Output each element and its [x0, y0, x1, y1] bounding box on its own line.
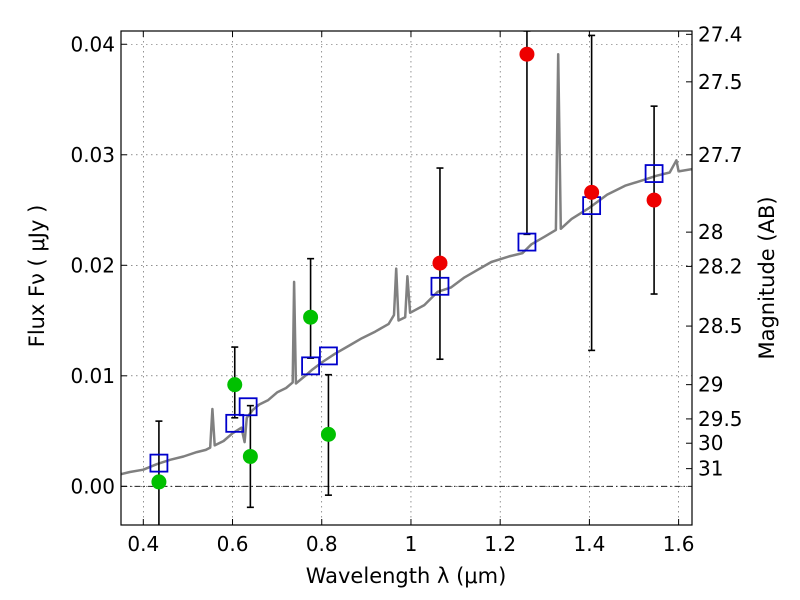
ticks: 0.4 0.6 0.8 1 1.2 1.4 1.6 0.00 0.01 0.02 0.03 0.04 2…	[70, 22, 742, 556]
right-tick-label-0: 27.4	[698, 22, 743, 46]
grid	[121, 31, 692, 525]
right-tick-label-9: 31	[698, 457, 723, 481]
y-tick-label-3: 0.03	[70, 143, 115, 167]
right-tick-label-7: 29.5	[698, 407, 743, 431]
right-tick-label-5: 28.5	[698, 314, 743, 338]
y-tick-label-1: 0.01	[70, 364, 115, 388]
right-tick-label-1: 27.5	[698, 70, 743, 94]
y-tick-label-4: 0.04	[70, 32, 115, 56]
square-marker-0	[149, 453, 169, 473]
circle-marker-0	[151, 474, 167, 490]
x-tick-label-2: 0.8	[306, 532, 338, 556]
circle-marker-1	[227, 377, 243, 393]
circle-marker-8	[646, 192, 662, 208]
square-marker-5	[430, 276, 450, 296]
right-tick-label-2: 27.7	[698, 143, 743, 167]
right-tick-label-3: 28	[698, 220, 723, 244]
y-tick-label-0: 0.00	[70, 474, 115, 498]
plot-frame	[120, 30, 693, 526]
circle-marker-5	[432, 255, 448, 271]
data-layer	[121, 31, 692, 525]
x-tick-label-0: 0.4	[127, 532, 159, 556]
x-axis-label: Wavelength λ (μm)	[306, 564, 507, 588]
y-axis-right-label: Magnitude (AB)	[755, 196, 779, 359]
x-tick-label-6: 1.6	[663, 532, 695, 556]
y-tick-label-2: 0.02	[70, 253, 115, 277]
circle-marker-4	[320, 426, 336, 442]
right-tick-label-4: 28.2	[698, 254, 743, 278]
model-spectrum-line	[121, 52, 692, 476]
right-tick-label-6: 29	[698, 373, 723, 397]
square-marker-3	[301, 356, 320, 376]
right-tick-label-8: 30	[698, 431, 723, 455]
y-axis-label: Flux Fν ( μJy )	[25, 205, 49, 348]
square-marker-1	[225, 413, 245, 433]
square-marker-6	[517, 232, 537, 252]
x-tick-label-4: 1.2	[484, 532, 516, 556]
x-tick-label-3: 1	[405, 532, 418, 556]
square-marker-8	[644, 164, 664, 183]
circle-marker-6	[519, 46, 535, 62]
square-marker-2	[238, 397, 258, 417]
circle-marker-2	[242, 448, 258, 464]
x-tick-label-5: 1.4	[573, 532, 605, 556]
circle-marker-7	[584, 184, 600, 200]
square-marker-4	[319, 346, 338, 366]
x-tick-label-1: 0.6	[217, 532, 249, 556]
circle-marker-3	[303, 309, 319, 325]
